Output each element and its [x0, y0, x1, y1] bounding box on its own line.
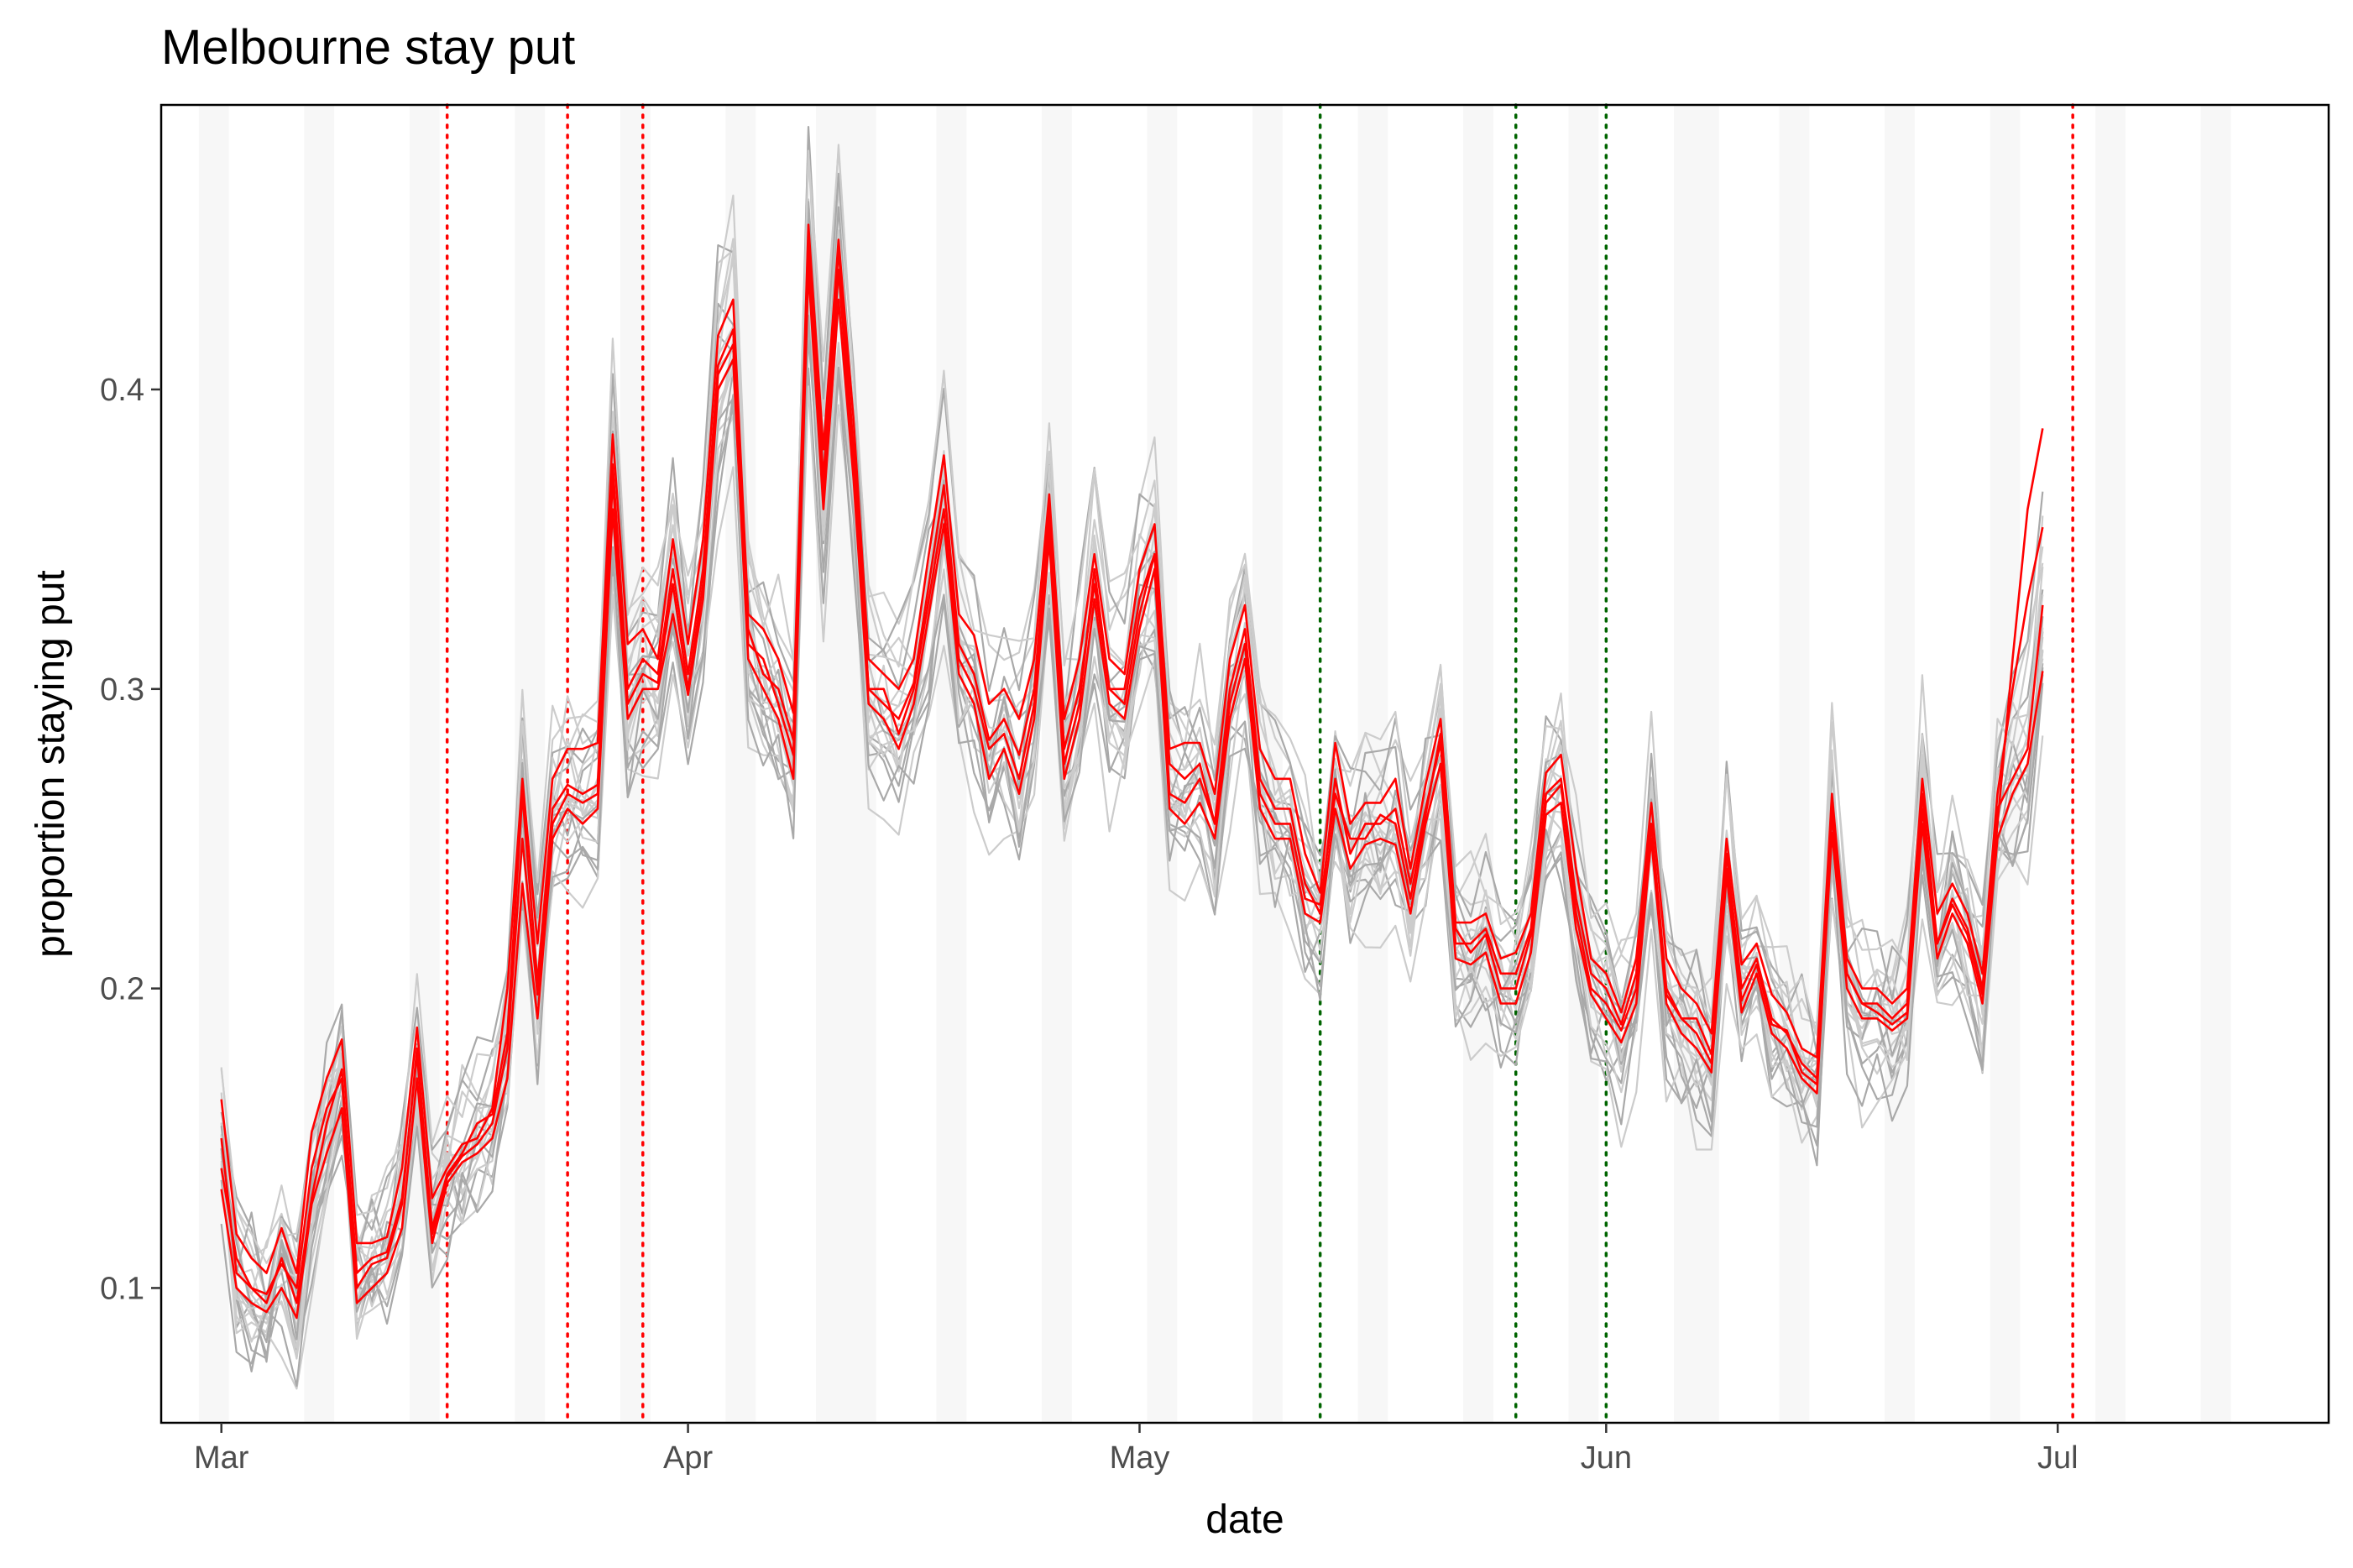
x-tick-label: May	[1110, 1440, 1170, 1476]
y-axis: 0.1 0.2 0.3 0.4	[100, 373, 161, 1306]
highlight-series-line	[220, 223, 2044, 1274]
background-series-line	[220, 305, 2044, 1344]
background-series-line	[220, 222, 2044, 1363]
highlight-series	[220, 223, 2044, 1320]
highlight-series-line	[220, 238, 2044, 1304]
background-series-line	[220, 314, 2044, 1388]
chart-title: Melbourne stay put	[161, 20, 575, 75]
background-series-line	[220, 262, 2044, 1359]
background-series-line	[220, 298, 2044, 1372]
background-series-line	[220, 385, 2044, 1390]
y-tick-label: 0.2	[100, 972, 144, 1007]
background-series-line	[220, 147, 2044, 1264]
weekend-band	[2200, 105, 2231, 1423]
weekend-band	[1462, 105, 1493, 1423]
weekend-band	[1041, 105, 1072, 1423]
x-tick-label: Mar	[194, 1440, 249, 1476]
background-series-line	[220, 218, 2044, 1360]
background-series-line	[220, 318, 2044, 1309]
y-axis-title: proportion staying put	[29, 570, 73, 958]
weekend-band	[198, 105, 229, 1423]
weekend-band	[1357, 105, 1388, 1423]
y-tick-label: 0.4	[100, 373, 144, 408]
background-series-line	[220, 269, 2044, 1349]
weekend-band	[936, 105, 967, 1423]
highlight-series-line	[220, 253, 2044, 1295]
weekend-band	[2095, 105, 2126, 1423]
weekend-band	[1779, 105, 1810, 1423]
x-axis: Mar Apr May Jun Jul	[194, 1423, 2078, 1476]
y-tick-label: 0.3	[100, 672, 144, 708]
background-series-line	[220, 227, 2044, 1315]
x-axis-title: date	[1205, 1497, 1284, 1542]
y-tick-label: 0.1	[100, 1271, 144, 1306]
weekend-band	[1885, 105, 1915, 1423]
x-tick-label: Jun	[1581, 1440, 1632, 1476]
weekend-band	[1568, 105, 1599, 1423]
weekend-band	[1674, 105, 1719, 1423]
highlight-series-line	[220, 269, 2044, 1320]
background-series	[220, 126, 2044, 1390]
weekend-band	[725, 105, 756, 1423]
plot-panel-border	[159, 103, 2330, 1424]
background-series-line	[220, 295, 2044, 1359]
x-tick-label: Apr	[663, 1440, 713, 1476]
x-tick-label: Jul	[2037, 1440, 2078, 1476]
background-series-line	[220, 367, 2044, 1356]
